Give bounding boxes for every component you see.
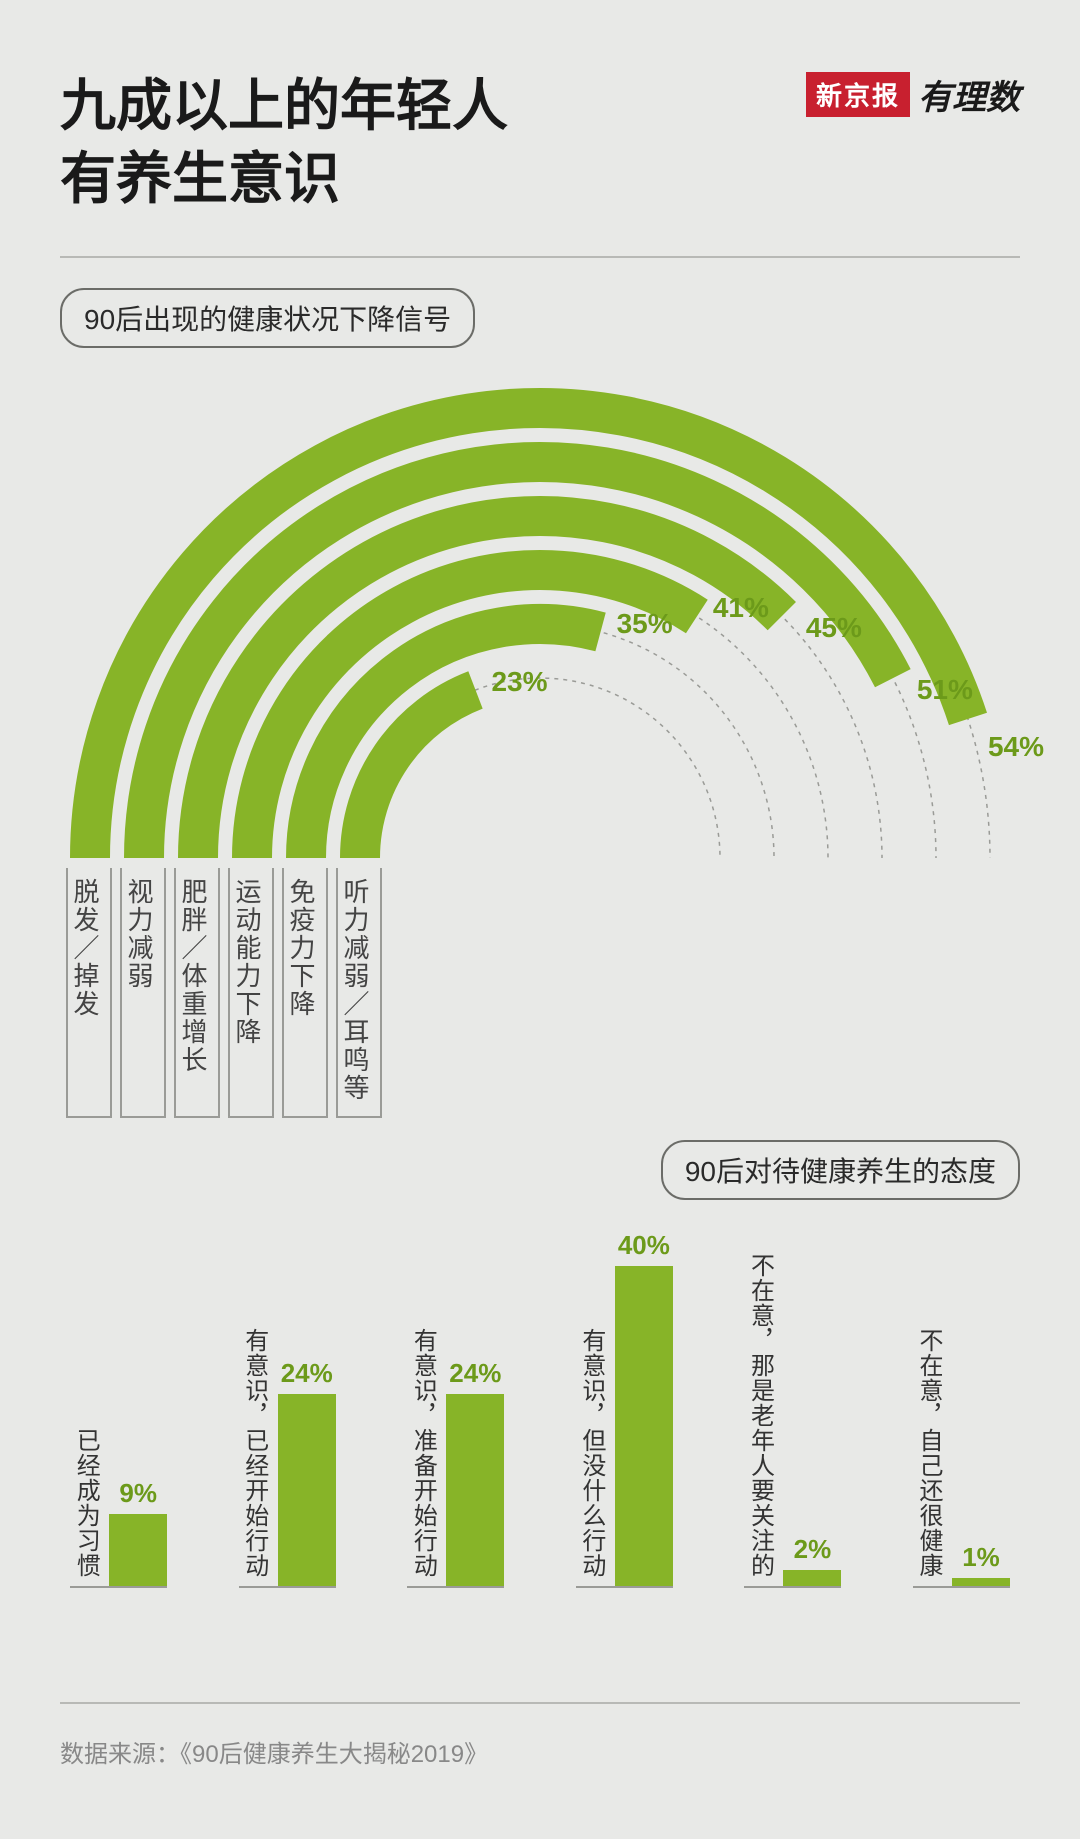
footer: 数据来源：《90后健康养生大揭秘2019》 (60, 1702, 1020, 1769)
radial-pct-label: 35% (617, 608, 673, 640)
bar-category-label: 不在意，那是老年人要关注的 (744, 1253, 775, 1586)
bar-category-label: 不在意，自己还很健康 (913, 1328, 944, 1586)
title-line-2: 有养生意识 (60, 143, 1020, 216)
radial-pct-label: 54% (988, 731, 1044, 763)
bar-pct-label: 24% (281, 1358, 333, 1389)
header: 九成以上的年轻人 有养生意识 新京报 有理数 (0, 0, 1080, 246)
bar-pct-label: 24% (449, 1358, 501, 1389)
bar-pct-label: 9% (119, 1478, 157, 1509)
bar-group: 有意识，已经开始行动 24% (239, 1328, 336, 1588)
radial-chart-section: 90后出现的健康状况下降信号 54%51%45%41%35%23% 脱发／掉发视… (0, 258, 1080, 928)
bar-section-label: 90后对待健康养生的态度 (661, 1140, 1020, 1200)
logo-script: 有理数 (918, 70, 1020, 119)
logo-red-badge: 新京报 (806, 72, 910, 117)
radial-category-label: 肥胖／体重增长 (174, 868, 220, 1118)
radial-category-label: 运动能力下降 (228, 868, 274, 1118)
radial-category-label: 视力减弱 (120, 868, 166, 1118)
radial-svg (60, 368, 1020, 928)
publisher-logo: 新京报 有理数 (806, 70, 1020, 119)
bar-category-label: 有意识，但没什么行动 (576, 1328, 607, 1586)
data-source: 数据来源：《90后健康养生大揭秘2019》 (60, 1734, 1020, 1769)
bar-group: 已经成为习惯 9% (70, 1428, 167, 1588)
bar-group: 有意识，准备开始行动 24% (407, 1328, 504, 1588)
bar-rect: 9% (109, 1514, 167, 1586)
bar-group: 不在意，那是老年人要关注的 2% (744, 1253, 841, 1588)
bar-group: 有意识，但没什么行动 40% (576, 1266, 673, 1588)
radial-pct-label: 51% (917, 674, 973, 706)
bar-group: 不在意，自己还很健康 1% (913, 1328, 1010, 1588)
radial-pct-label: 41% (713, 592, 769, 624)
radial-category-labels: 脱发／掉发视力减弱肥胖／体重增长运动能力下降免疫力下降听力减弱／耳鸣等 (66, 868, 390, 1118)
bar-category-label: 有意识，已经开始行动 (239, 1328, 270, 1586)
footer-divider (60, 1702, 1020, 1704)
bar-rect: 40% (615, 1266, 673, 1586)
bar-chart-section: 90后对待健康养生的态度 已经成为习惯9%有意识，已经开始行动24%有意识，准备… (0, 1168, 1080, 1588)
bar-category-label: 有意识，准备开始行动 (407, 1328, 438, 1586)
radial-category-label: 免疫力下降 (282, 868, 328, 1118)
bar-rect: 1% (952, 1578, 1010, 1586)
bar-chart: 已经成为习惯 9% 有意识，已经开始行动 24% 有意识，准备开始行动 24% 有意识，但没… (60, 1168, 1020, 1588)
bar-pct-label: 2% (794, 1534, 832, 1565)
bar-rect: 24% (446, 1394, 504, 1586)
radial-pct-label: 23% (491, 666, 547, 698)
bar-pct-label: 40% (618, 1230, 670, 1261)
bar-rect: 2% (783, 1570, 841, 1586)
radial-category-label: 听力减弱／耳鸣等 (336, 868, 382, 1118)
bar-rect: 24% (278, 1394, 336, 1586)
radial-chart: 54%51%45%41%35%23% 脱发／掉发视力减弱肥胖／体重增长运动能力下… (60, 368, 1020, 928)
radial-pct-label: 45% (806, 612, 862, 644)
radial-section-label: 90后出现的健康状况下降信号 (60, 288, 475, 348)
bar-pct-label: 1% (962, 1542, 1000, 1573)
bar-category-label: 已经成为习惯 (70, 1428, 101, 1586)
radial-category-label: 脱发／掉发 (66, 868, 112, 1118)
